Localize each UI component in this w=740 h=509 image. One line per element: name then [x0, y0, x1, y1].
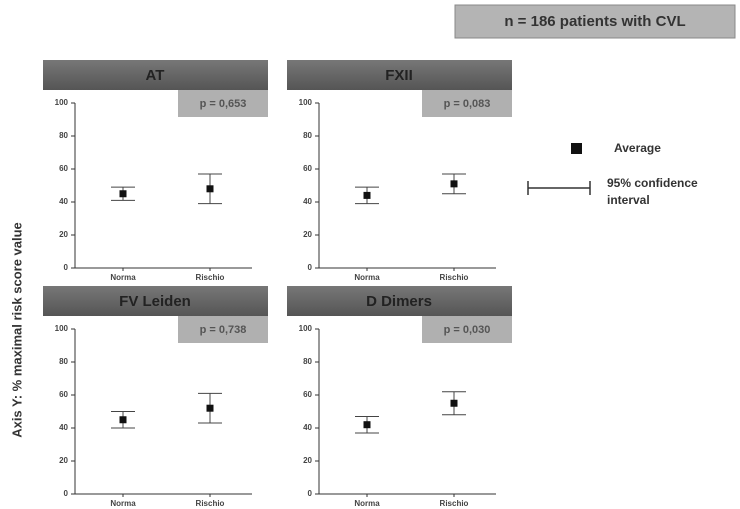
marker: [450, 399, 458, 407]
y-tick-label: 60: [59, 164, 68, 173]
y-tick-label: 20: [59, 230, 68, 239]
note: n = 186 patients with CVL: [504, 13, 685, 30]
y-tick-label: 60: [303, 390, 312, 399]
title-bar: [287, 286, 512, 316]
y-tick-label: 40: [59, 423, 68, 432]
annotation: p = 0,738: [200, 324, 247, 336]
title-bar: [43, 60, 268, 90]
note-box: [454, 4, 736, 39]
y-tick-label: 20: [303, 230, 312, 239]
y-tick-label: 0: [308, 263, 313, 272]
marker: [363, 421, 371, 429]
marker: [363, 191, 371, 199]
annotation-box: [178, 90, 268, 117]
y-tick-label: 60: [59, 390, 68, 399]
title-bar: [43, 286, 268, 316]
x-tick-label: Norma: [110, 273, 136, 282]
annotation: p = 0,030: [444, 324, 491, 336]
x-tick-label: Norma: [354, 273, 380, 282]
annotation: p = 0,653: [200, 98, 247, 110]
marker: [119, 416, 127, 424]
y-tick-label: 20: [59, 456, 68, 465]
y-tick-label: 0: [64, 263, 69, 272]
x-tick-label: Rischio: [196, 273, 225, 282]
y-tick-label: 80: [303, 357, 312, 366]
y-tick-label: 80: [59, 131, 68, 140]
chart-title: AT: [146, 67, 165, 84]
x-tick-label: Rischio: [440, 273, 469, 282]
chart-title: D Dimers: [366, 293, 432, 310]
chart-title: FV Leiden: [119, 293, 191, 310]
y-tick-label: 0: [308, 489, 313, 498]
chart-title: FXII: [385, 67, 413, 84]
y-axis-label: Axis Y: % maximal risk score value: [9, 222, 24, 438]
legend-label: 95% confidence interval: [607, 176, 698, 207]
legend-marker: [571, 143, 582, 154]
y-tick-label: 40: [303, 197, 312, 206]
annotation-box: [422, 90, 512, 117]
marker: [206, 185, 214, 193]
legend-label: Average: [614, 141, 661, 155]
y-tick-label: 0: [64, 489, 69, 498]
marker: [206, 404, 214, 412]
y-tick-label: 100: [299, 324, 313, 333]
x-tick-label: Rischio: [440, 499, 469, 508]
marker: [119, 190, 127, 198]
y-tick-label: 40: [303, 423, 312, 432]
y-tick-label: 80: [303, 131, 312, 140]
y-tick-label: 100: [55, 98, 69, 107]
annotation-box: [422, 316, 512, 343]
marker: [450, 180, 458, 188]
annotation-box: [178, 316, 268, 343]
y-tick-label: 80: [59, 357, 68, 366]
y-tick-label: 100: [299, 98, 313, 107]
y-tick-label: 40: [59, 197, 68, 206]
y-tick-label: 20: [303, 456, 312, 465]
y-tick-label: 60: [303, 164, 312, 173]
x-tick-label: Norma: [110, 499, 136, 508]
title-bar: [287, 60, 512, 90]
x-tick-label: Norma: [354, 499, 380, 508]
x-tick-label: Rischio: [196, 499, 225, 508]
annotation: p = 0,083: [444, 98, 491, 110]
y-tick-label: 100: [55, 324, 69, 333]
